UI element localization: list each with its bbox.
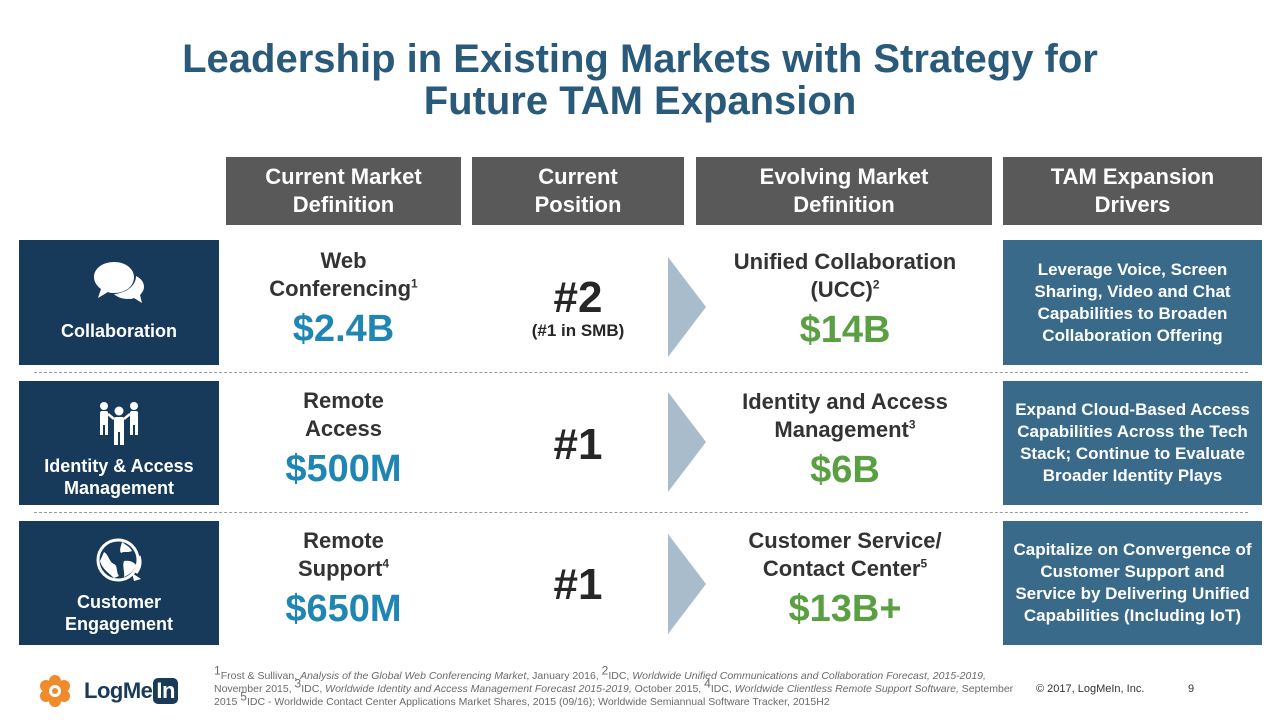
copyright: © 2017, LogMeIn, Inc. — [1036, 683, 1145, 695]
row-label-text: Customer — [76, 592, 161, 612]
tam-driver-box: Capitalize on Convergence of Customer Su… — [1003, 521, 1262, 645]
chevron-right-icon — [668, 534, 706, 634]
chat-bubbles-icon — [19, 258, 219, 306]
people-group-icon — [19, 399, 219, 447]
evolving-market-cell: Unified Collaboration (UCC)2 $14B — [700, 248, 990, 352]
row-label-text: Collaboration — [61, 321, 177, 341]
header-evolving-market: Evolving Market Definition — [696, 157, 992, 225]
row-divider — [34, 372, 1248, 373]
footnote: 1Frost & Sullivan, Analysis of the Globa… — [214, 663, 1014, 709]
row-label-text: Identity & Access — [44, 456, 194, 476]
evolving-market-cell: Identity and Access Management3 $6B — [700, 388, 990, 492]
tam-driver-box: Expand Cloud-Based Access Capabilities A… — [1003, 381, 1262, 505]
header-tam-drivers: TAM Expansion Drivers — [1003, 157, 1262, 225]
current-market-cell: Remote Access $500M — [226, 387, 461, 491]
current-market-value: $500M — [285, 448, 402, 490]
current-position-cell: #2 (#1 in SMB) — [472, 275, 684, 341]
position-note: (#1 in SMB) — [531, 321, 625, 340]
current-market-value: $2.4B — [292, 308, 395, 350]
position-rank: #1 — [553, 420, 603, 469]
current-position-cell: #1 — [472, 562, 684, 608]
slide-title-line2: Future TAM Expansion — [423, 79, 857, 123]
evolving-market-value: $13B+ — [788, 588, 902, 630]
tam-driver-box: Leverage Voice, Screen Sharing, Video an… — [1003, 240, 1262, 365]
logo-badge: In — [153, 678, 178, 704]
current-market-cell: Web Conferencing1 $2.4B — [226, 247, 461, 351]
row-label-text: Engagement — [64, 614, 174, 634]
evolving-market-value: $14B — [799, 309, 891, 351]
current-market-cell: Remote Support4 $650M — [226, 527, 461, 631]
current-market-value: $650M — [285, 588, 402, 630]
slide-title-line1: Leadership in Existing Markets with Stra… — [182, 37, 1098, 81]
row-label-collaboration: Collaboration — [19, 240, 219, 365]
slide-title: Leadership in Existing Markets with Stra… — [40, 38, 1240, 122]
row-divider — [34, 512, 1248, 513]
logmein-flower-icon — [40, 675, 70, 707]
chevron-right-icon — [668, 392, 706, 492]
current-position-cell: #1 — [472, 422, 684, 468]
logo-wordmark: LogMe — [84, 678, 153, 703]
row-label-identity-access: Identity & Access Management — [19, 381, 219, 505]
globe-arrow-icon — [19, 535, 219, 585]
evolving-market-value: $6B — [810, 449, 880, 491]
position-rank: #2 — [553, 273, 603, 322]
chevron-right-icon — [668, 257, 706, 357]
logmein-logo: LogMe In — [38, 674, 178, 708]
header-current-market: Current Market Definition — [226, 157, 461, 225]
row-label-customer-engagement: Customer Engagement — [19, 521, 219, 645]
evolving-market-cell: Customer Service/ Contact Center5 $13B+ — [700, 527, 990, 631]
header-current-position: Current Position — [472, 157, 684, 225]
page-number: 9 — [1188, 683, 1195, 695]
row-label-text: Management — [63, 478, 175, 498]
position-rank: #1 — [553, 560, 603, 609]
